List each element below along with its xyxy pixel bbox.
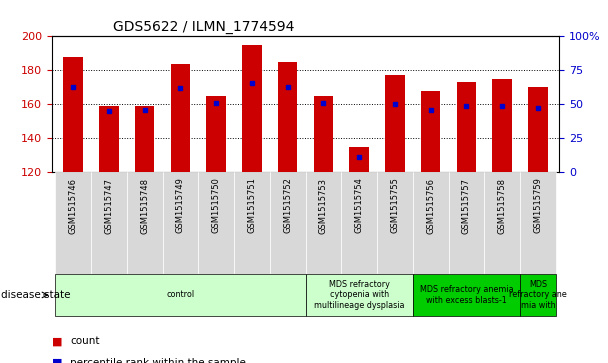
Text: ■: ■ xyxy=(52,358,62,363)
Bar xyxy=(63,57,83,172)
Text: GSM1515753: GSM1515753 xyxy=(319,178,328,233)
Bar xyxy=(278,62,297,172)
Text: GSM1515756: GSM1515756 xyxy=(426,178,435,233)
Bar xyxy=(314,96,333,172)
Text: GDS5622 / ILMN_1774594: GDS5622 / ILMN_1774594 xyxy=(112,20,294,34)
FancyBboxPatch shape xyxy=(520,172,556,274)
Bar xyxy=(492,79,512,172)
Bar xyxy=(242,45,261,172)
FancyBboxPatch shape xyxy=(198,172,234,274)
Text: MDS refractory anemia
with excess blasts-1: MDS refractory anemia with excess blasts… xyxy=(420,285,513,305)
Bar xyxy=(385,76,405,172)
FancyBboxPatch shape xyxy=(55,172,91,274)
FancyBboxPatch shape xyxy=(341,172,377,274)
Bar xyxy=(457,82,476,172)
FancyBboxPatch shape xyxy=(413,172,449,274)
Text: GSM1515757: GSM1515757 xyxy=(462,178,471,233)
FancyBboxPatch shape xyxy=(485,172,520,274)
Text: GSM1515755: GSM1515755 xyxy=(390,178,399,233)
Bar xyxy=(135,106,154,172)
Text: control: control xyxy=(167,290,195,299)
Text: MDS refractory
cytopenia with
multilineage dysplasia: MDS refractory cytopenia with multilinea… xyxy=(314,280,404,310)
Bar xyxy=(206,96,226,172)
FancyBboxPatch shape xyxy=(449,172,485,274)
Text: percentile rank within the sample: percentile rank within the sample xyxy=(70,358,246,363)
FancyBboxPatch shape xyxy=(306,274,413,316)
FancyBboxPatch shape xyxy=(162,172,198,274)
FancyBboxPatch shape xyxy=(377,172,413,274)
FancyBboxPatch shape xyxy=(126,172,162,274)
FancyBboxPatch shape xyxy=(306,172,341,274)
Text: ■: ■ xyxy=(52,336,62,346)
Text: GSM1515746: GSM1515746 xyxy=(69,178,78,233)
Bar xyxy=(528,87,548,172)
FancyBboxPatch shape xyxy=(234,172,270,274)
Text: GSM1515747: GSM1515747 xyxy=(105,178,113,233)
FancyBboxPatch shape xyxy=(91,172,126,274)
Text: GSM1515759: GSM1515759 xyxy=(533,178,542,233)
Bar xyxy=(99,106,119,172)
FancyBboxPatch shape xyxy=(270,172,306,274)
Text: GSM1515751: GSM1515751 xyxy=(247,178,257,233)
Text: GSM1515752: GSM1515752 xyxy=(283,178,292,233)
FancyBboxPatch shape xyxy=(520,274,556,316)
Text: GSM1515748: GSM1515748 xyxy=(140,178,149,233)
Bar xyxy=(421,91,440,172)
FancyBboxPatch shape xyxy=(55,274,306,316)
Text: GSM1515750: GSM1515750 xyxy=(212,178,221,233)
Text: disease state: disease state xyxy=(1,290,70,300)
Text: GSM1515754: GSM1515754 xyxy=(354,178,364,233)
Text: MDS
refractory ane
mia with: MDS refractory ane mia with xyxy=(509,280,567,310)
Bar xyxy=(350,147,369,172)
Bar xyxy=(171,64,190,172)
Text: GSM1515758: GSM1515758 xyxy=(498,178,506,233)
Text: count: count xyxy=(70,336,100,346)
FancyBboxPatch shape xyxy=(413,274,520,316)
Text: GSM1515749: GSM1515749 xyxy=(176,178,185,233)
